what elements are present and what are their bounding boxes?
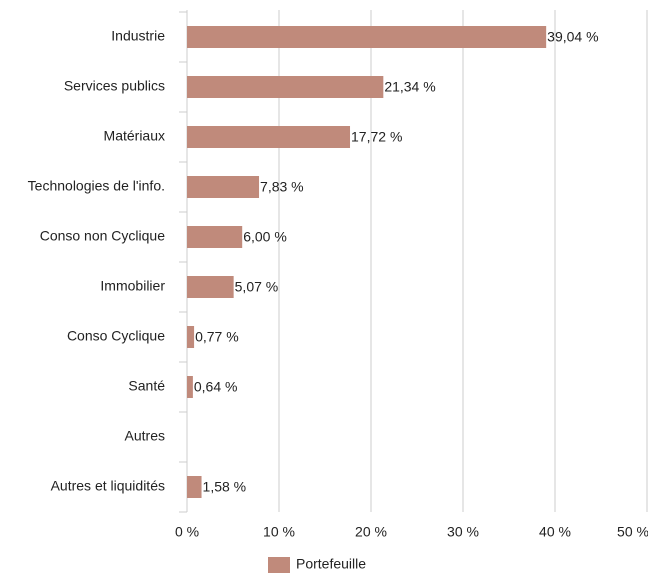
value-label: 0,77 %: [195, 329, 239, 345]
x-tick-label: 40 %: [539, 524, 571, 540]
value-label: 5,07 %: [235, 279, 279, 295]
y-tick-label: Conso Cyclique: [67, 328, 165, 344]
bar: [187, 126, 351, 148]
y-tick-label: Industrie: [111, 28, 165, 44]
y-tick-label: Technologies de l'info.: [28, 178, 165, 194]
value-label: 39,04 %: [547, 29, 598, 45]
y-tick-label: Services publics: [64, 78, 165, 94]
x-tick-label: 20 %: [355, 524, 387, 540]
y-tick-label: Santé: [128, 378, 165, 394]
value-label: 21,34 %: [384, 79, 435, 95]
value-label: 7,83 %: [260, 179, 304, 195]
value-label: 1,58 %: [203, 479, 247, 495]
legend-swatch: [268, 557, 290, 573]
value-label: 0,64 %: [194, 379, 238, 395]
y-tick-label: Matériaux: [104, 128, 165, 144]
y-tick-label: Conso non Cyclique: [40, 228, 166, 244]
bar: [187, 376, 193, 398]
bar: [187, 26, 547, 48]
bar: [187, 326, 195, 348]
x-tick-label: 10 %: [263, 524, 295, 540]
bar: [187, 276, 234, 298]
value-label: 6,00 %: [243, 229, 287, 245]
bar: [187, 76, 384, 98]
bar: [187, 476, 202, 498]
bar: [187, 176, 260, 198]
x-tick-label: 50 %: [617, 524, 648, 540]
x-tick-label: 0 %: [175, 524, 199, 540]
y-tick-label: Immobilier: [100, 278, 165, 294]
y-tick-label: Autres: [125, 428, 165, 444]
y-tick-label: Autres et liquidités: [51, 478, 165, 494]
legend-label: Portefeuille: [296, 556, 366, 572]
bar: [187, 226, 243, 248]
value-label: 17,72 %: [351, 129, 402, 145]
x-tick-label: 30 %: [447, 524, 479, 540]
